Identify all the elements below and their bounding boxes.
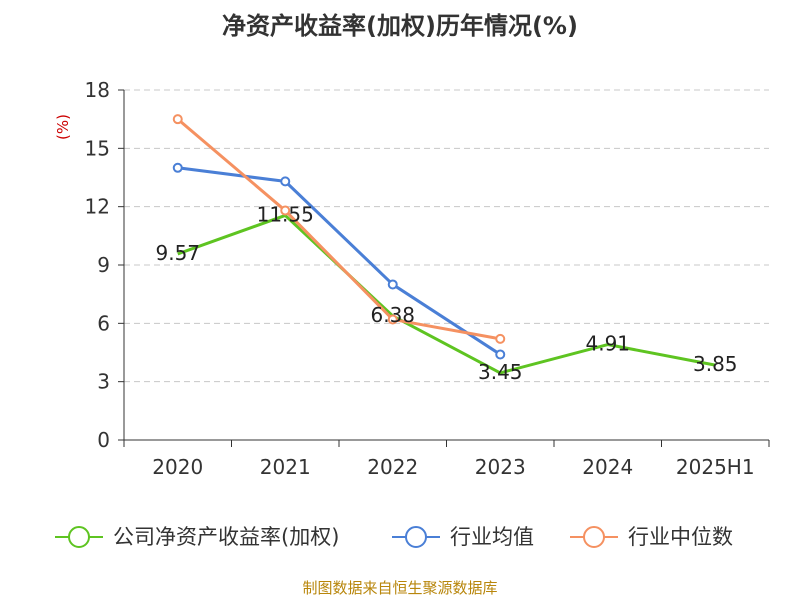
y-tick-label: 3: [97, 370, 110, 394]
series-line: [177, 213, 716, 375]
legend-label: 公司净资产收益率(加权): [113, 525, 339, 549]
data-point: [387, 314, 398, 325]
x-tick-label: 2025H1: [676, 455, 755, 479]
data-point: [172, 162, 183, 173]
x-tick-label: 2022: [367, 455, 418, 479]
series-lines: [172, 114, 716, 375]
data-label: 3.45: [478, 360, 523, 384]
y-tick-label: 18: [85, 78, 110, 102]
data-label: 6.38: [370, 303, 415, 327]
legend-label: 行业中位数: [628, 525, 733, 549]
legend-label: 行业均值: [450, 525, 534, 549]
y-tick-label: 15: [85, 136, 110, 160]
data-point: [280, 205, 291, 216]
y-tick-label: 6: [97, 311, 110, 335]
series-line: [177, 166, 502, 356]
x-tick-label: 2021: [260, 455, 311, 479]
legend-marker: [583, 526, 605, 548]
x-tick-label: 2024: [582, 455, 633, 479]
axes: 0 3 6 9 12 15 18 2020 2021 2022 2023 2024 2025H1: [85, 78, 770, 479]
chart-title: 净资产收益率(加权)历年情况(%): [222, 12, 578, 40]
data-label: 11.55: [257, 202, 314, 226]
y-axis-label: (%): [54, 114, 72, 140]
data-point: [495, 349, 506, 360]
legend-marker: [68, 526, 90, 548]
legend: 公司净资产收益率(加权) 行业均值 行业中位数: [55, 525, 733, 549]
data-point: [495, 333, 506, 344]
source-footer: 制图数据来自恒生聚源数据库: [302, 579, 498, 597]
data-label: 3.85: [693, 352, 738, 376]
grid-lines: [124, 89, 769, 383]
data-label: 4.91: [585, 332, 630, 356]
legend-marker: [405, 526, 427, 548]
data-point: [172, 114, 183, 125]
series-line: [176, 118, 501, 341]
y-tick-label: 9: [97, 253, 110, 277]
x-tick-label: 2023: [475, 455, 526, 479]
data-label: 9.57: [155, 241, 200, 265]
y-tick-label: 0: [97, 428, 110, 452]
data-point: [280, 176, 291, 187]
x-tick-label: 2020: [152, 455, 203, 479]
y-tick-label: 12: [85, 195, 110, 219]
data-point: [387, 279, 398, 290]
data-labels: 9.57 11.55 6.38 3.45 4.91 3.85: [155, 202, 737, 383]
